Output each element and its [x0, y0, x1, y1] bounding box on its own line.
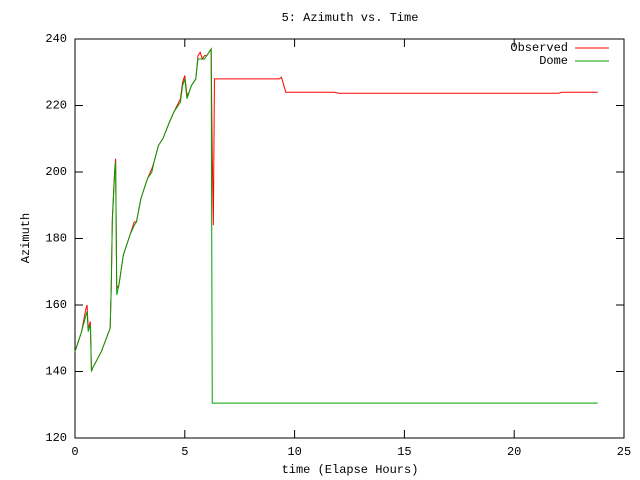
y-tick-label: 240: [45, 32, 67, 46]
x-tick-label: 5: [181, 445, 188, 459]
y-tick-label: 220: [45, 99, 67, 113]
data-line: [74, 47, 598, 404]
x-tick-label: 20: [507, 445, 521, 459]
y-tick-label: 140: [45, 365, 67, 379]
legend-label: Observed: [510, 41, 568, 55]
chart-title: 5: Azimuth vs. Time: [282, 11, 419, 25]
y-tick-label: 120: [45, 431, 67, 445]
legend-label: Dome: [539, 54, 568, 68]
x-tick-label: 15: [397, 445, 411, 459]
x-axis-label: time (Elapse Hours): [282, 463, 419, 477]
y-tick-label: 160: [45, 298, 67, 312]
x-tick-label: 0: [71, 445, 78, 459]
y-tick-label: 200: [45, 165, 67, 179]
x-tick-label: 25: [617, 445, 631, 459]
y-tick-label: 180: [45, 232, 67, 246]
plot-frame: [74, 38, 625, 439]
y-axis-label: Azimuth: [19, 213, 33, 263]
x-tick-label: 10: [287, 445, 301, 459]
